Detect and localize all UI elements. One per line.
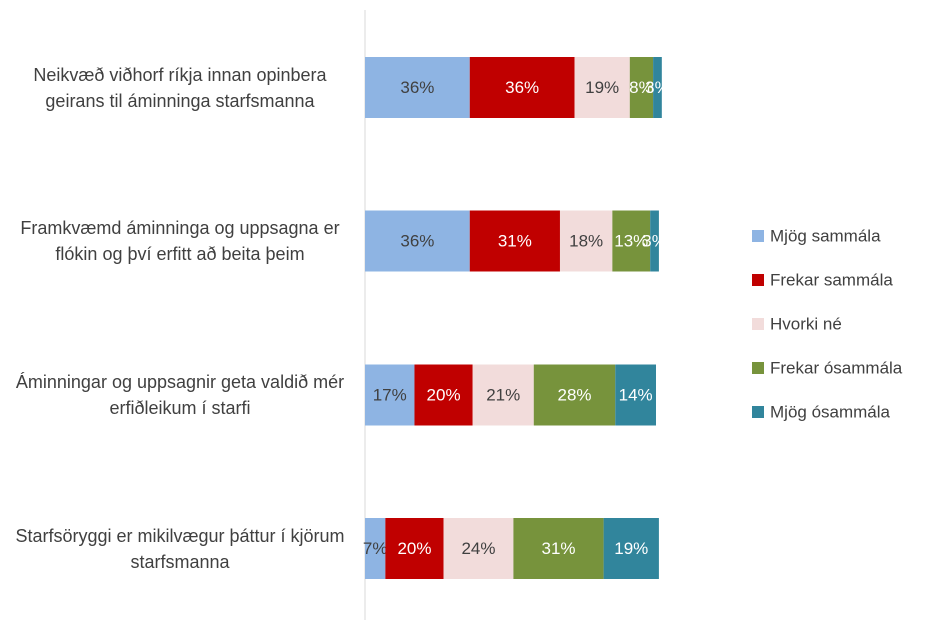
bar-segment [469,210,560,272]
value-label: 31% [541,539,575,558]
value-label: 3% [642,231,667,250]
legend-label: Mjög ósammála [770,402,891,421]
bar-segment [650,210,659,272]
value-label: 7% [363,539,388,558]
value-label: 31% [498,231,532,250]
value-label: 8% [629,78,654,97]
value-label: 13% [614,231,648,250]
value-label: 24% [461,539,495,558]
bar-segment [612,210,651,272]
category-label: Framkvæmd áminninga og uppsagna er flóki… [20,218,340,264]
legend-swatch [752,230,764,242]
bar-segment [365,518,386,579]
bar-segment [574,57,630,118]
value-label: 36% [505,78,539,97]
bar-segment [443,518,514,579]
bar-segment [559,210,613,272]
bar-segment [653,57,662,118]
legend-label: Hvorki né [770,314,842,333]
value-label: 36% [400,78,434,97]
legend-label: Mjög sammála [770,226,881,245]
bar-segment [365,210,470,272]
legend-swatch [752,274,764,286]
bar-segment [414,364,473,426]
category-label: Áminningar og uppsagnir geta valdið mér … [15,372,345,418]
bar-segment [533,364,616,426]
value-label: 18% [569,231,603,250]
bar-segment [603,518,659,579]
bar-segment [629,57,654,118]
value-label: 19% [585,78,619,97]
value-label: 21% [486,385,520,404]
value-label: 19% [614,539,648,558]
value-label: 3% [645,78,670,97]
bar-segment [513,518,604,579]
category-label: Starfsöryggi er mikilvægur þáttur í kjör… [15,525,345,572]
legend-label: Frekar sammála [770,270,893,289]
bar-segment [472,364,534,426]
value-label: 20% [427,385,461,404]
bar-segment [365,364,415,426]
value-label: 36% [400,231,434,250]
category-label: Neikvæð viðhorf ríkja innan opinbera gei… [33,64,327,111]
bar-segment [385,518,444,579]
value-label: 20% [397,539,431,558]
bar-segment [615,364,656,426]
legend-swatch [752,362,764,374]
legend-label: Frekar ósammála [770,358,903,377]
bar-segment [469,57,575,118]
value-label: 17% [373,385,407,404]
legend-swatch [752,406,764,418]
value-label: 28% [558,385,592,404]
value-label: 14% [619,385,653,404]
bar-segment [365,57,470,118]
legend-swatch [752,318,764,330]
